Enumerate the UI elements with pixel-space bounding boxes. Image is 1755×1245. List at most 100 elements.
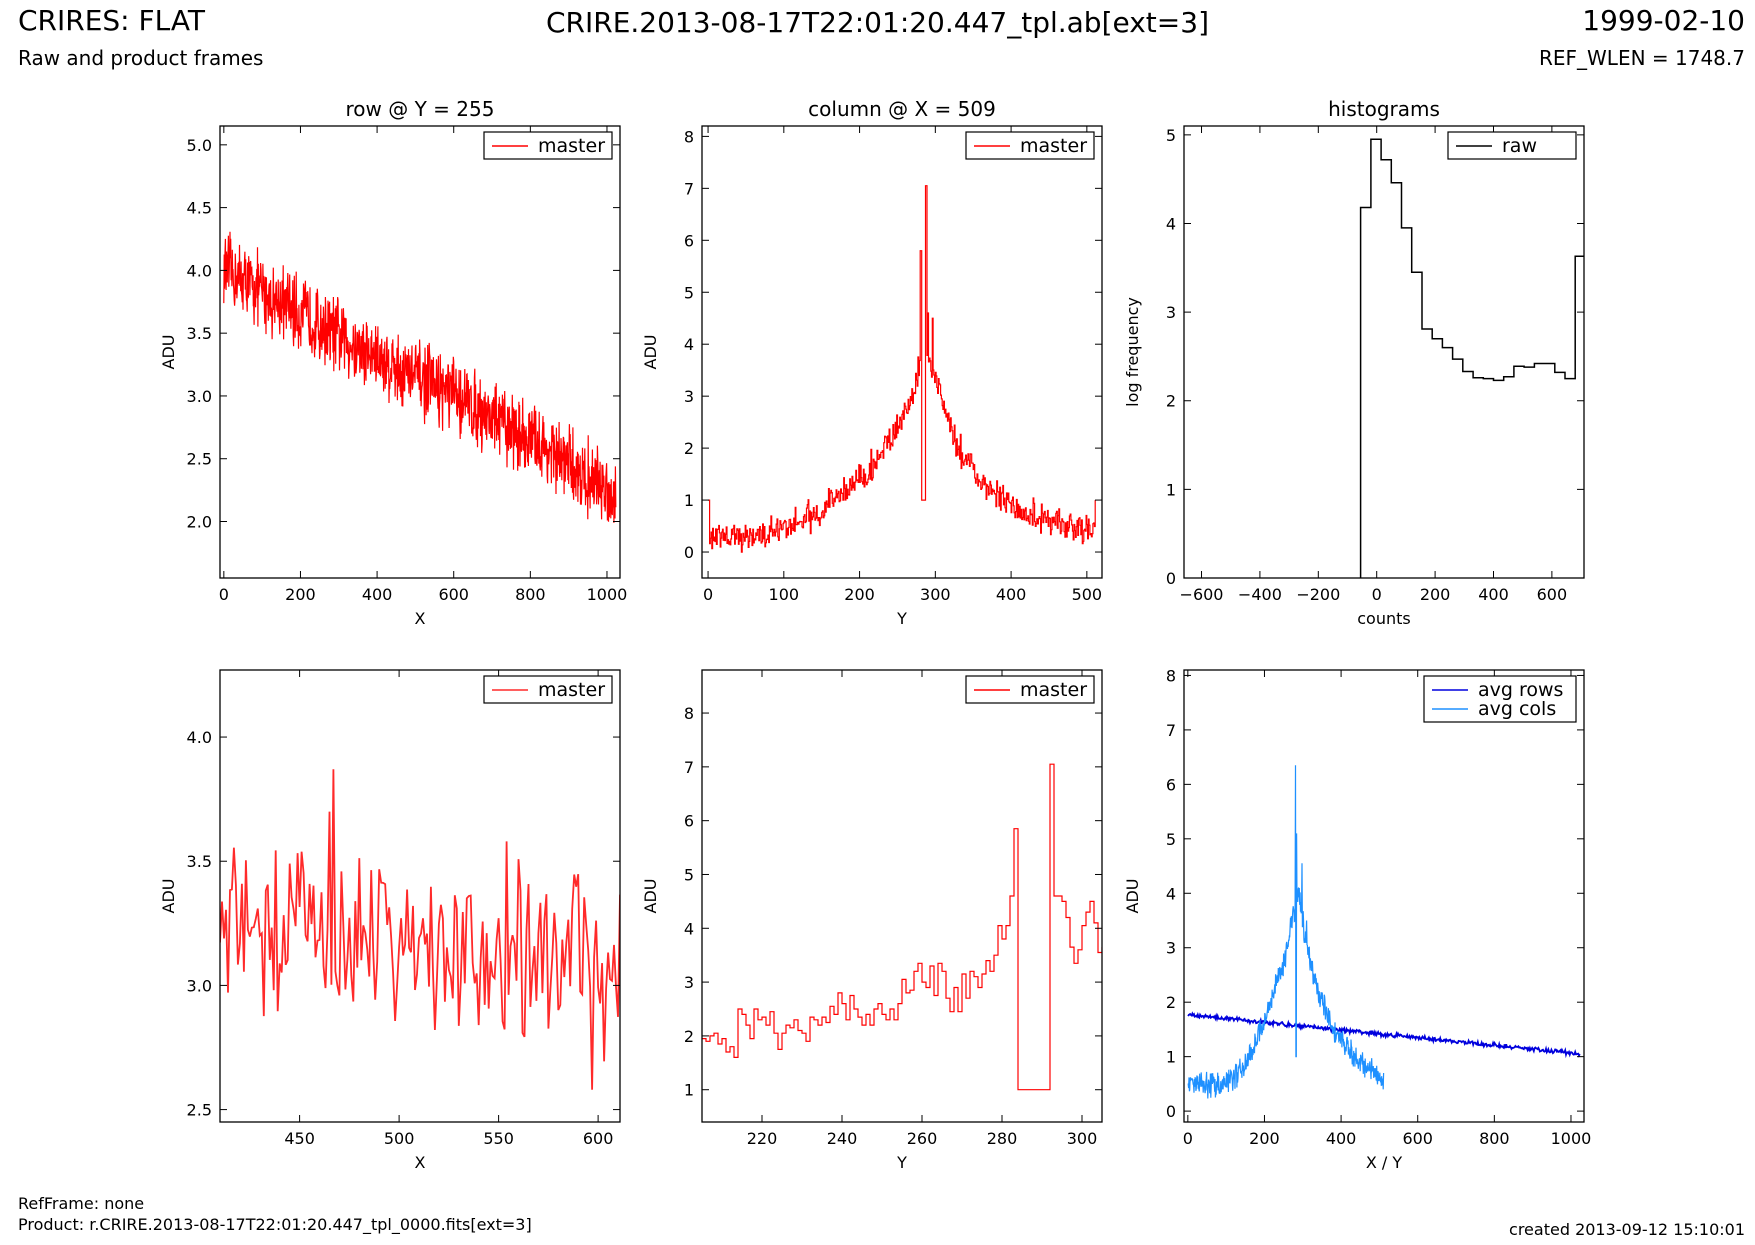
x-tick-label: 200 (844, 585, 875, 604)
x-tick-label: 400 (1326, 1129, 1357, 1148)
y-tick-label: 7 (684, 179, 694, 198)
legend-label: master (538, 679, 605, 701)
y-tick-label: 7 (684, 758, 694, 777)
plot-frame (219, 125, 621, 579)
y-tick-label: 3.5 (187, 324, 212, 343)
panel-column: 0 100 200 300 400 500 0 1 2 3 4 5 6 7 8 column @ X = 50… (641, 97, 1103, 628)
plot-frame (701, 669, 1103, 1123)
x-tick-label: 200 (285, 585, 316, 604)
x-axis-label: X (415, 1153, 426, 1172)
legend-label: avg cols (1478, 698, 1556, 720)
legend-label: master (538, 135, 605, 157)
y-tick-label: 2.5 (187, 1101, 212, 1120)
x-tick-label: 260 (907, 1129, 938, 1148)
x-tick-label: 300 (920, 585, 951, 604)
series-master (223, 231, 617, 523)
footer-product: Product: r.CRIRE.2013-08-17T22:01:20.447… (18, 1215, 532, 1234)
y-tick-label: 4.5 (187, 199, 212, 218)
panel-column-zoom: 220 240 260 280 300 1 2 3 4 5 6 7 8 Y ADU master (641, 669, 1103, 1172)
x-tick-label: 280 (987, 1129, 1018, 1148)
y-tick-label: 0 (1166, 569, 1176, 588)
y-tick-label: 8 (684, 704, 694, 723)
y-tick-label: 8 (684, 127, 694, 146)
x-tick-label: 1000 (1551, 1129, 1592, 1148)
x-tick-label: 0 (703, 585, 713, 604)
x-tick-label: 800 (515, 585, 546, 604)
plot-frame (1183, 125, 1585, 579)
report-title: CRIRES: FLAT (18, 4, 205, 37)
y-tick-label: 3.0 (187, 387, 212, 406)
x-tick-label: 400 (996, 585, 1027, 604)
x-tick-label: 240 (827, 1129, 858, 1148)
x-tick-label: 600 (438, 585, 469, 604)
legend-label: master (1020, 135, 1087, 157)
y-tick-label: 2.0 (187, 513, 212, 532)
x-tick-label: 220 (747, 1129, 778, 1148)
x-axis-label: X / Y (1366, 1153, 1403, 1172)
y-tick-label: 3.5 (187, 852, 212, 871)
x-tick-label: 800 (1479, 1129, 1510, 1148)
x-tick-label: −600 (1180, 585, 1224, 604)
y-tick-label: 6 (684, 231, 694, 250)
y-tick-label: 7 (1166, 721, 1176, 740)
y-tick-label: 4.0 (187, 261, 212, 280)
x-tick-label: 1000 (587, 585, 628, 604)
report-subtitle: Raw and product frames (18, 46, 264, 70)
y-tick-label: 5 (684, 283, 694, 302)
y-tick-label: 5.0 (187, 136, 212, 155)
footer-refframe: RefFrame: none (18, 1194, 145, 1213)
y-tick-label: 0 (1166, 1102, 1176, 1121)
y-tick-label: 8 (1166, 666, 1176, 685)
x-tick-label: 400 (362, 585, 393, 604)
y-axis-label: ADU (641, 879, 660, 914)
y-axis-label: ADU (159, 879, 178, 914)
x-tick-label: 200 (1420, 585, 1451, 604)
panel-row-zoom: 450 500 550 600 2.5 3.0 3.5 4.0 X ADU master (159, 669, 621, 1172)
x-axis-label: Y (896, 1153, 907, 1172)
x-tick-label: −400 (1238, 585, 1282, 604)
series-avg-rows (1187, 1011, 1581, 1059)
y-tick-label: 6 (1166, 775, 1176, 794)
y-tick-label: 4 (1166, 214, 1176, 233)
x-tick-label: 100 (769, 585, 800, 604)
x-tick-label: 0 (219, 585, 229, 604)
y-tick-label: 2.5 (187, 450, 212, 469)
footer-created: created 2013-09-12 15:10:01 (1509, 1220, 1745, 1239)
x-tick-label: 400 (1478, 585, 1509, 604)
x-tick-label: 500 (1072, 585, 1103, 604)
y-tick-label: 0 (684, 543, 694, 562)
y-tick-label: 1 (684, 1081, 694, 1100)
report-date: 1999-02-10 (1582, 4, 1745, 37)
plot-frame (219, 669, 621, 1123)
x-tick-label: 600 (583, 1129, 614, 1148)
y-tick-label: 6 (684, 812, 694, 831)
report-ref-wlen: REF_WLEN = 1748.7 (1538, 46, 1745, 70)
legend: raw (1447, 131, 1577, 160)
x-tick-label: 300 (1067, 1129, 1098, 1148)
legend-label: avg rows (1478, 679, 1563, 701)
y-axis-label: ADU (1123, 879, 1142, 914)
series-master (702, 763, 1102, 1091)
y-tick-label: 2 (684, 439, 694, 458)
y-tick-label: 1 (684, 491, 694, 510)
panel-histograms: −600 −400 −200 0 200 400 600 0 1 2 3 4 5 histograms co… (1123, 97, 1585, 628)
y-tick-label: 1 (1166, 1048, 1176, 1067)
y-tick-label: 4 (684, 335, 694, 354)
y-tick-label: 4 (1166, 884, 1176, 903)
y-tick-label: 2 (684, 1027, 694, 1046)
x-tick-label: 200 (1249, 1129, 1280, 1148)
y-axis-label: ADU (641, 335, 660, 370)
y-tick-label: 3 (1166, 303, 1176, 322)
x-axis-label: Y (896, 609, 907, 628)
y-tick-label: 5 (684, 865, 694, 884)
x-tick-label: 600 (1537, 585, 1568, 604)
y-tick-label: 4.0 (187, 728, 212, 747)
y-tick-label: 3.0 (187, 976, 212, 995)
legend: master (483, 131, 613, 160)
y-axis-label: ADU (159, 335, 178, 370)
y-tick-label: 1 (1166, 480, 1176, 499)
report-file: CRIRE.2013-08-17T22:01:20.447_tpl.ab[ext… (545, 6, 1209, 39)
y-tick-label: 3 (684, 973, 694, 992)
plot-title: row @ Y = 255 (346, 97, 495, 121)
x-tick-label: −200 (1296, 585, 1340, 604)
